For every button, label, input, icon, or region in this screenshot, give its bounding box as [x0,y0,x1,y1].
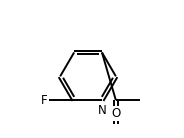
Text: N: N [98,104,106,117]
Text: F: F [41,94,48,107]
Text: O: O [111,107,121,120]
